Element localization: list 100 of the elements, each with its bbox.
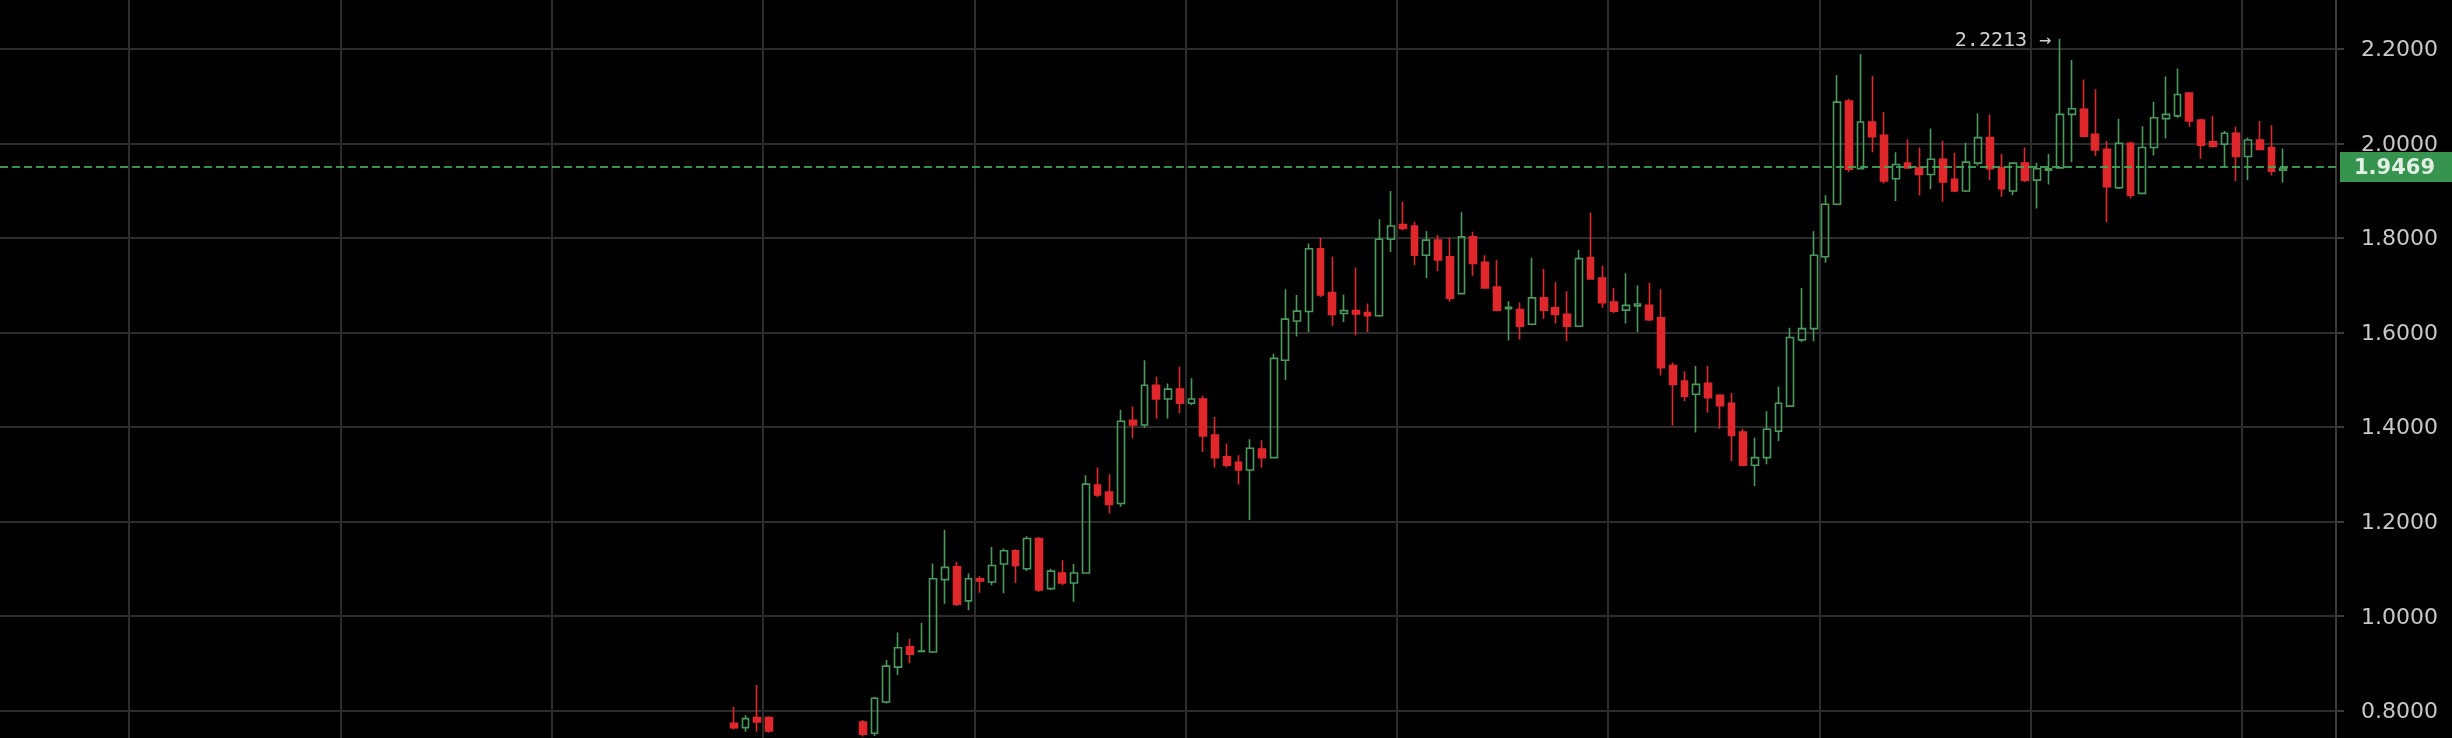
- candlestick: [1997, 153, 2006, 198]
- candlestick: [1539, 268, 1549, 320]
- candlestick: [1280, 288, 1290, 381]
- candlestick: [2020, 146, 2030, 183]
- candlestick: [2231, 125, 2241, 182]
- candlestick: [2161, 75, 2171, 140]
- candlestick: [2032, 161, 2042, 210]
- candlestick: [2067, 59, 2077, 163]
- candlestick: [2044, 153, 2053, 186]
- candlestick: [1316, 237, 1325, 298]
- candlestick: [1762, 410, 1772, 466]
- candlestick: [905, 637, 915, 665]
- candlestick: [2184, 91, 2194, 128]
- annotation: 2.2213 →: [1954, 26, 2052, 51]
- y-tick-label: 1.0000: [2361, 603, 2438, 629]
- candlestick: [1844, 98, 1854, 173]
- candlestick: [1069, 563, 1079, 603]
- candlestick: [1938, 140, 1948, 203]
- candlestick: [1363, 302, 1372, 333]
- candlestick: [1081, 474, 1091, 575]
- candlestick: [2149, 101, 2159, 157]
- candlestick: [2243, 136, 2253, 181]
- candlestick: [1703, 365, 1713, 414]
- candlestick: [1961, 141, 1971, 193]
- candlestick: [1187, 377, 1196, 406]
- candlestick: [1562, 290, 1572, 343]
- y-tick-label: 1.4000: [2361, 414, 2438, 440]
- candlestick: [2126, 141, 2135, 200]
- candlestick: [1633, 284, 1642, 333]
- candlestick: [1985, 113, 1995, 181]
- candlestick: [1609, 287, 1619, 314]
- candlestick: [1867, 75, 1877, 154]
- candlestick: [2114, 117, 2124, 190]
- candlestick: [1797, 287, 1807, 344]
- candlestick: [1445, 237, 1455, 303]
- candlestick: [2090, 88, 2100, 157]
- candlestick: [752, 684, 762, 733]
- candlestick: [2255, 120, 2265, 151]
- candlestick: [1022, 535, 1032, 572]
- candlestick: [952, 560, 962, 607]
- candlestick: [1234, 454, 1243, 486]
- candlestick: [1644, 281, 1654, 322]
- candlestick: [1832, 74, 1842, 206]
- candlestick: [1680, 370, 1689, 402]
- candlestick: [1574, 249, 1584, 328]
- candlestick: [1351, 266, 1361, 336]
- y-tick-label: 2.0000: [2361, 130, 2438, 156]
- candlestick: [1597, 264, 1607, 309]
- candlestick: [741, 714, 750, 733]
- candlestick: [1973, 112, 1983, 167]
- candlestick: [881, 659, 891, 705]
- candlestick: [1198, 394, 1208, 453]
- candlestick: [1128, 405, 1138, 440]
- candlestick: [1856, 53, 1865, 171]
- candlestick: [1527, 256, 1537, 327]
- candlestick: [1914, 146, 1924, 197]
- candlestick: [2079, 78, 2089, 139]
- candlestick: [2196, 117, 2206, 160]
- candlestick: [975, 575, 985, 594]
- candlestick: [1468, 230, 1478, 277]
- candlestick: [2220, 130, 2229, 169]
- y-tick-label: 2.2000: [2361, 36, 2438, 62]
- candlestick: [1057, 559, 1067, 587]
- candlestick: [1492, 259, 1502, 313]
- candlestick: [2008, 161, 2018, 197]
- candlestick: [1903, 138, 1912, 170]
- candlestick: [1304, 242, 1314, 333]
- candlestick: [1093, 466, 1102, 498]
- candlestick: [1656, 288, 1666, 377]
- candlestick: [1433, 234, 1443, 272]
- candlestick: [940, 529, 950, 605]
- candlestick: [1374, 218, 1384, 318]
- candlestick: [1457, 211, 1466, 296]
- candlestick: [1621, 272, 1631, 325]
- candlestick: [1879, 111, 1889, 185]
- candlestick: [928, 562, 938, 654]
- candlestick: [1504, 300, 1513, 342]
- candlestick: [1950, 151, 1959, 193]
- candlestick: [1046, 567, 1056, 591]
- candlestick: [1151, 376, 1161, 420]
- candlestick: [2055, 37, 2065, 170]
- candlestick: [1034, 536, 1044, 593]
- candlestick: [2278, 147, 2288, 184]
- ref-line-label: 1.9469: [2354, 154, 2436, 179]
- candlestick: [729, 706, 739, 731]
- candlestick: [1011, 548, 1020, 584]
- candlestick: [1245, 438, 1255, 521]
- candlestick: [1292, 294, 1302, 338]
- candlestick: [1891, 151, 1901, 202]
- candlestick: [1140, 359, 1149, 429]
- candlestick: [2173, 67, 2182, 119]
- candlestick: [1175, 366, 1185, 414]
- candlestick: [1750, 436, 1760, 487]
- candlestick: [1410, 220, 1419, 267]
- candlestick: [1727, 392, 1736, 462]
- candlestick: [1480, 254, 1490, 290]
- candlestick: [1820, 194, 1830, 264]
- candlestick: [1398, 201, 1408, 232]
- candlestick: [1550, 281, 1560, 325]
- candlestick: [1210, 416, 1220, 469]
